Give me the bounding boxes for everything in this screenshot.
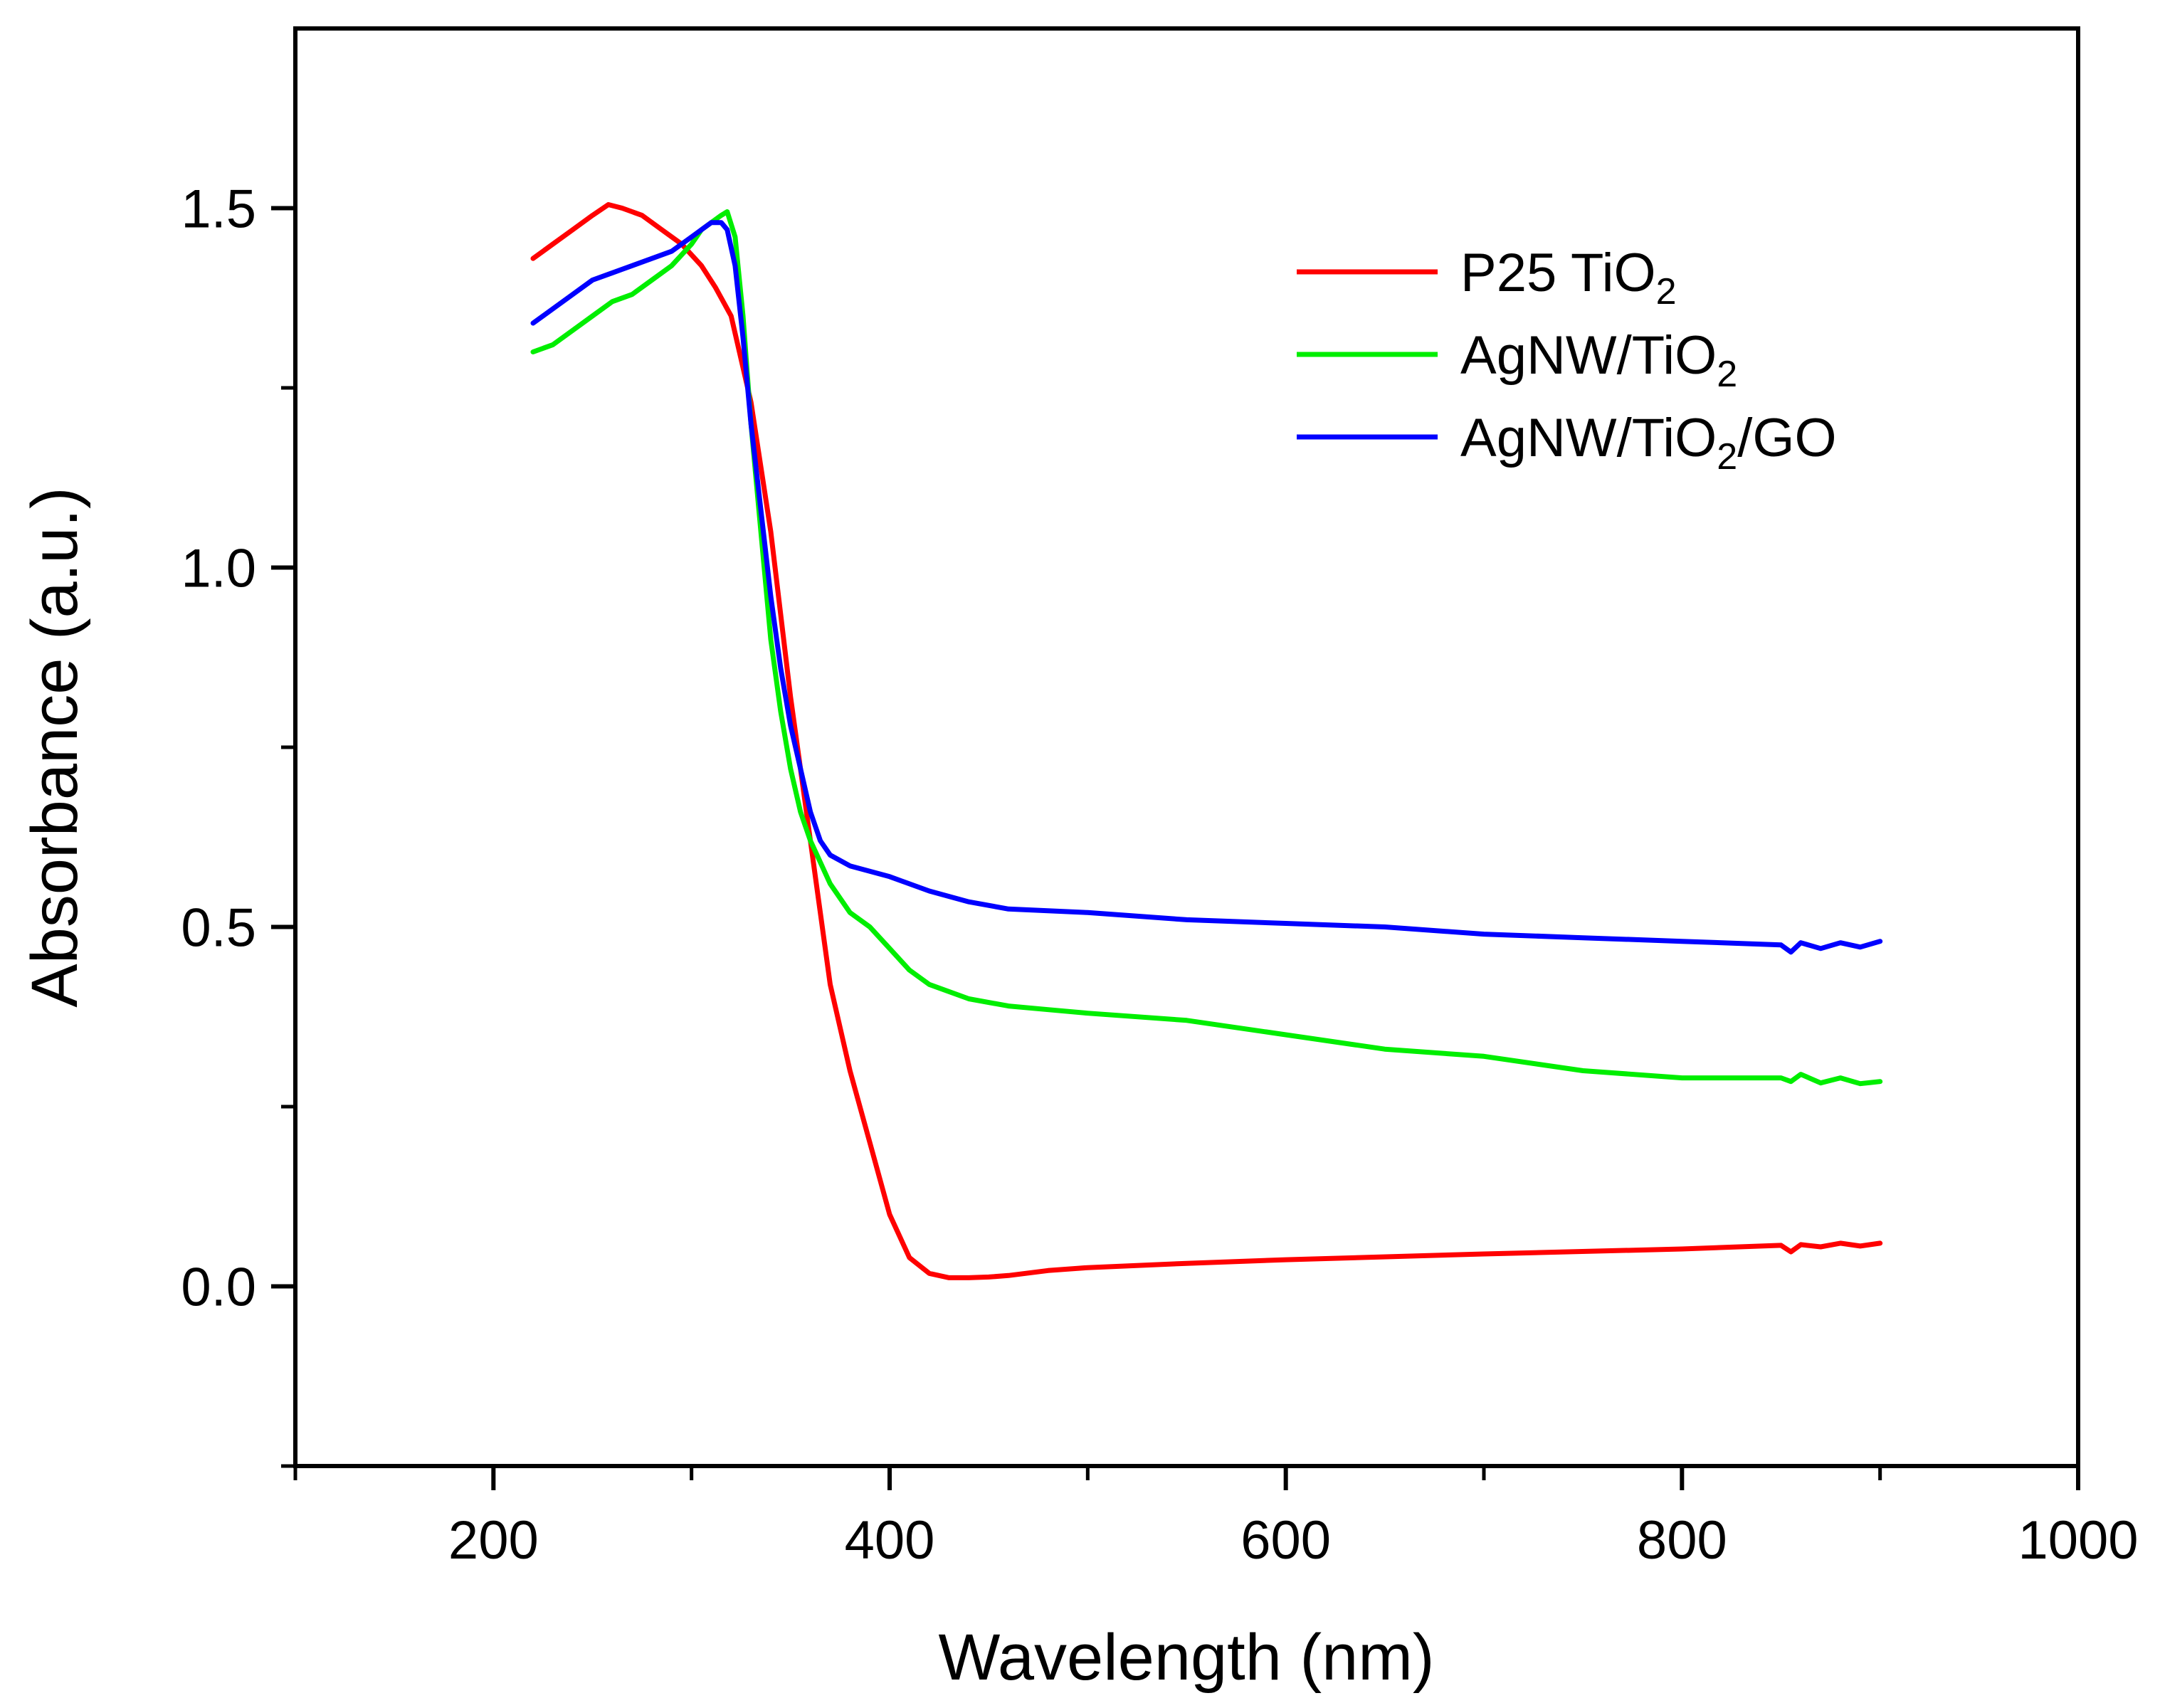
legend-label-0: P25 TiO2: [1460, 243, 1677, 312]
legend: P25 TiO2 AgNW/TiO2 AgNW/TiO2/GO: [1297, 243, 1837, 478]
legend-label-1: AgNW/TiO2: [1460, 325, 1737, 395]
x-tick-label: 800: [1637, 1510, 1727, 1571]
x-axis-ticks: 200 400 600 800 1000: [293, 1466, 2139, 1571]
x-tick-label: 1000: [2018, 1510, 2138, 1571]
series-line-1: [530, 209, 1883, 1087]
y-tick-label: 1.0: [181, 539, 256, 599]
x-axis-title: Wavelength (nm): [938, 1621, 1434, 1694]
legend-label-2: AgNW/TiO2/GO: [1460, 408, 1837, 478]
y-tick-label: 0.5: [181, 898, 256, 959]
x-tick-label: 600: [1240, 1510, 1331, 1571]
series-line-0: [530, 202, 1883, 1280]
y-axis-ticks: 0.0 0.5 1.0 1.5: [181, 179, 295, 1468]
y-tick-label: 0.0: [181, 1258, 256, 1318]
series-line-2: [530, 220, 1883, 955]
x-tick-label: 400: [845, 1510, 935, 1571]
plot-area-frame: [293, 26, 2080, 1468]
y-axis-title: Absorbance (a.u.): [19, 487, 91, 1007]
x-tick-label: 200: [448, 1510, 539, 1571]
y-tick-label: 1.5: [181, 179, 256, 240]
data-series: [530, 202, 1883, 1280]
